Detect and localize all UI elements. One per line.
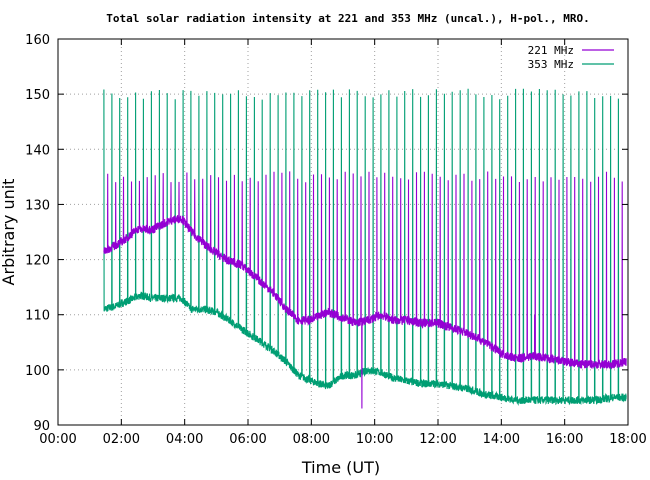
y-tick-label: 120 (25, 254, 50, 269)
plot-area (103, 88, 627, 409)
x-tick-label: 02:00 (103, 432, 140, 447)
x-tick-label: 00:00 (39, 432, 76, 447)
y-tick-label: 130 (25, 198, 50, 213)
x-tick-label: 14:00 (483, 432, 520, 447)
x-axis-label: Time (UT) (301, 458, 380, 477)
series-221-mhz (103, 171, 627, 409)
x-tick-label: 04:00 (166, 432, 203, 447)
y-tick-label: 90 (33, 419, 50, 434)
legend-label: 221 MHz (528, 44, 574, 57)
axis-ticks: 00:00 02:00 04:00 06:00 08:00 10:00 12:00 14:00… (25, 33, 647, 447)
x-tick-label: 16:00 (546, 432, 583, 447)
y-tick-label: 140 (25, 143, 50, 158)
legend-label: 353 MHz (528, 58, 574, 71)
series-353-mhz (103, 88, 627, 406)
x-tick-label: 12:00 (419, 432, 456, 447)
y-tick-label: 160 (25, 33, 50, 48)
x-tick-label: 06:00 (229, 432, 266, 447)
x-tick-label: 18:00 (609, 432, 646, 447)
y-axis-label: Arbitrary unit (0, 179, 18, 286)
plot-frame (57, 38, 629, 426)
x-tick-label: 10:00 (356, 432, 393, 447)
y-tick-label: 110 (25, 309, 50, 324)
y-tick-label: 150 (25, 88, 50, 103)
x-tick-label: 08:00 (293, 432, 330, 447)
y-tick-label: 100 (25, 364, 50, 379)
chart-title: Total solar radiation intensity at 221 a… (106, 12, 589, 25)
